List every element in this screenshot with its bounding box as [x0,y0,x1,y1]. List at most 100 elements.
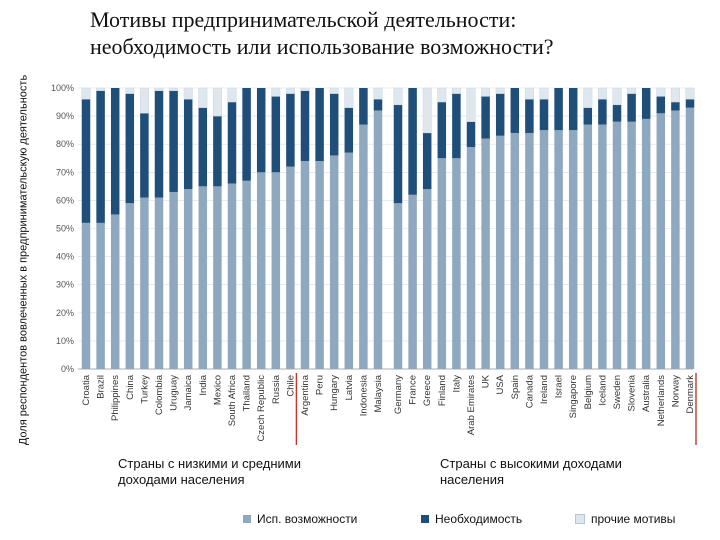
bar-segment-necessity [315,88,324,162]
bar-segment-necessity [393,104,403,204]
x-tick-label: Philippines [110,375,121,421]
bar-segment-necessity [110,88,120,215]
x-tick-label: Australia [641,374,652,412]
chart-title: Мотивы предпринимательской деятельности:… [90,6,710,60]
bar-segment-other [96,87,106,92]
bar-segment-necessity [271,96,281,173]
bar-segment-necessity [495,93,505,136]
bar-segment-necessity [96,90,105,223]
bar-segment-necessity [213,116,222,187]
bar-segment-opportunity [256,172,266,369]
y-axis-label-area: Доля респондентов вовлеченных в предприн… [0,70,48,450]
bar-segment-opportunity [641,118,651,369]
y-tick-label: 30% [56,280,74,290]
legend-item-opportunity: Исп. возможности [243,512,357,526]
bar-segment-necessity [671,102,680,111]
group-label-high: Страны с высокими доходами населения [440,456,644,488]
bar-segment-necessity [685,99,695,108]
bar-segment-other [198,87,208,108]
x-tick-label: Iceland [597,375,608,406]
bar-segment-opportunity [154,197,164,369]
title-line-2: необходимость или использование возможно… [90,34,554,59]
x-tick-label: Denmark [685,375,696,414]
bar-segment-other [451,87,461,94]
y-tick-label: 10% [56,336,74,346]
bar-segment-opportunity [671,110,680,370]
x-tick-label: Ireland [539,375,550,404]
bar-segment-necessity [169,90,178,192]
bar-segment-other [285,87,295,94]
bar-segment-necessity [612,104,622,122]
bar-segment-necessity [627,93,636,122]
bar-segment-other [373,87,383,100]
bar-segment-opportunity [110,214,120,369]
bar-segment-necessity [452,93,461,159]
bar-segment-opportunity [227,183,237,369]
x-tick-label: Slovenia [627,374,638,411]
bar-segment-necessity [422,132,432,190]
bar-segment-opportunity [612,121,622,369]
y-tick-label: 20% [56,308,74,318]
bar-segment-necessity [256,88,266,173]
bar-segment-opportunity [183,189,193,369]
bar-segment-necessity [242,88,251,181]
bar-segment-other [393,87,403,106]
bar-segment-necessity [408,88,417,195]
y-tick-label: 40% [56,252,74,262]
bar-segment-necessity [554,88,563,131]
bar-segment-other [627,87,637,94]
bar-segment-opportunity [393,203,403,369]
bar-segment-opportunity [344,152,354,369]
bar-segment-other [212,87,222,117]
y-tick-label: 80% [56,139,74,149]
x-tick-label: Netherlands [656,375,667,426]
x-tick-label: Hungary [329,375,340,411]
bar-segment-other [329,87,339,94]
bar-segment-other [344,87,354,108]
x-tick-label: Brazil [96,375,107,399]
bar-segment-necessity [656,96,666,114]
title-line-1: Мотивы предпринимательской деятельности: [90,7,517,32]
bar-segment-necessity [598,99,607,125]
bar-segment-necessity [373,99,383,111]
bar-segment-other [422,87,432,134]
x-tick-label: China [125,374,136,400]
x-tick-label: Norway [670,375,681,407]
x-tick-label: Chile [285,375,296,397]
bar-segment-opportunity [408,194,417,369]
x-tick-label: Czech Republic [256,375,267,442]
bar-segment-opportunity [598,124,607,369]
bar-segment-other [183,87,193,100]
bar-segment-opportunity [627,121,636,369]
bar-segment-opportunity [656,113,666,369]
bar-segment-other [495,87,505,94]
x-tick-label: UK [481,374,492,388]
bar-segment-other [300,87,310,92]
bar-segment-other [437,87,447,103]
bar-segment-opportunity [242,180,251,369]
x-tick-label: Belgium [583,375,594,409]
bar-segment-opportunity [286,166,295,369]
bar-segment-other [597,87,607,100]
x-tick-label: Greece [422,375,433,406]
y-tick-label: 100% [51,83,74,93]
x-tick-label: Jamaica [183,374,194,410]
x-tick-label: USA [495,374,506,394]
bar-segment-other [227,87,237,103]
x-tick-label: Colombia [154,374,165,415]
bar-segment-necessity [140,113,149,198]
bar-segment-other [524,87,534,100]
bar-segment-opportunity [359,124,368,369]
bar-segment-necessity [437,102,447,159]
x-tick-label: Latvia [344,374,355,400]
bar-segment-opportunity [437,158,447,369]
y-tick-label: 60% [56,195,74,205]
bar-segment-necessity [525,99,534,133]
bar-segment-opportunity [81,222,91,369]
bar-segment-other [685,87,695,100]
x-tick-label: Finland [437,375,448,406]
legend-item-other: прочие мотивы [575,512,675,526]
bar-segment-necessity [227,102,237,184]
bar-segment-opportunity [568,130,578,369]
bar-segment-necessity [154,90,164,198]
